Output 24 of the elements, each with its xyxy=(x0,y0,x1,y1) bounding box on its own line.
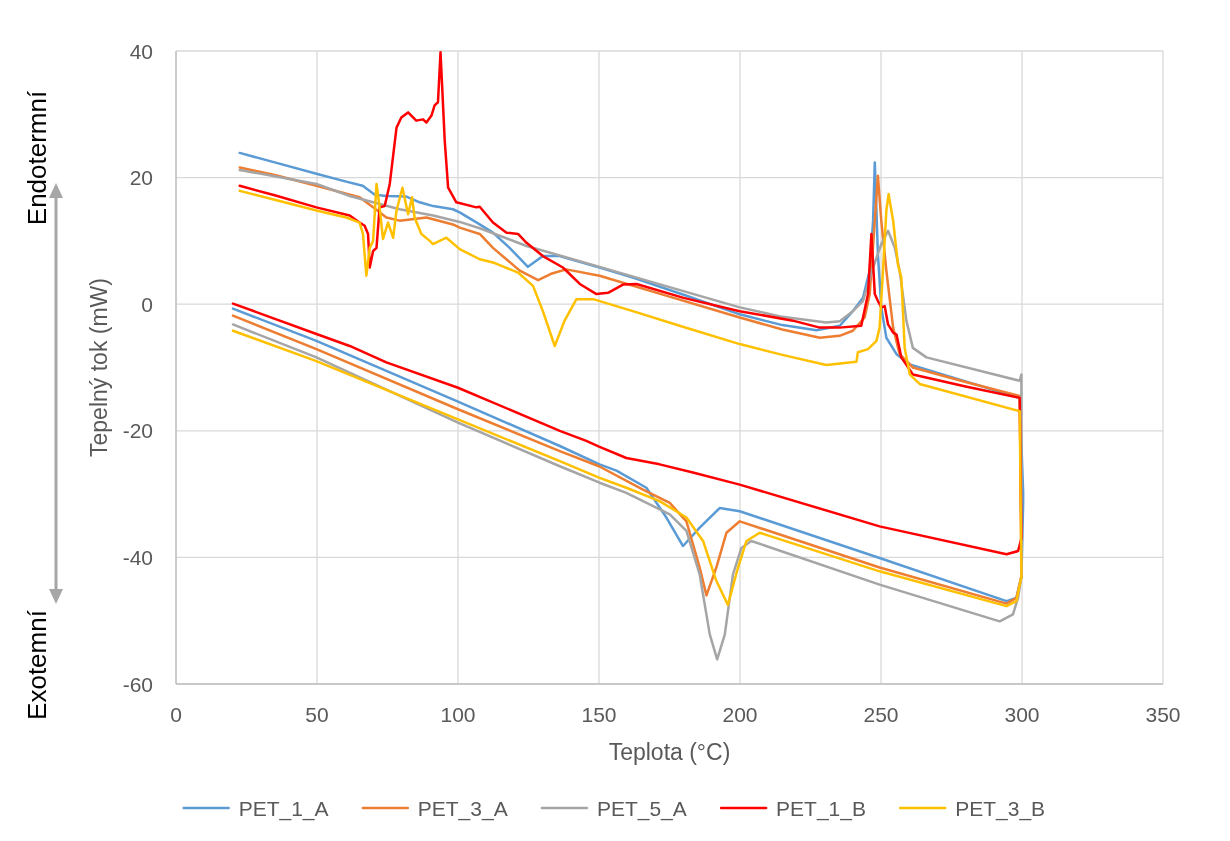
y-tick-label: -20 xyxy=(122,419,153,443)
x-tick-label: 300 xyxy=(1004,702,1040,726)
legend-label: PET_5_A xyxy=(596,796,687,821)
line-series xyxy=(231,51,1023,556)
legend-label: PET_3_A xyxy=(417,796,508,821)
y-tick-label: -40 xyxy=(122,545,153,569)
text: Exotemní xyxy=(22,609,52,720)
x-tick-label: 250 xyxy=(863,702,899,726)
x-tick-label: 200 xyxy=(722,702,758,726)
y-tick-label: 20 xyxy=(129,166,153,190)
x-tick-label: 0 xyxy=(170,702,182,726)
legend-label: PET_1_A xyxy=(238,796,329,821)
x-axis-title: Teplota (°C) xyxy=(608,739,731,765)
text: Endotermní xyxy=(22,90,52,226)
x-tick-label: 50 xyxy=(305,702,329,726)
x-tick-label: 100 xyxy=(440,702,476,726)
x-tick-label: 350 xyxy=(1145,702,1181,726)
y-tick-label: 0 xyxy=(141,292,153,316)
legend-label: PET_3_B xyxy=(955,796,1046,821)
y-tick-label: -60 xyxy=(122,672,153,696)
y-tick-label: 40 xyxy=(129,39,153,63)
x-tick-label: 150 xyxy=(581,702,617,726)
y-axis-title: Tepelný tok (mW) xyxy=(86,278,112,457)
legend-label: PET_1_B xyxy=(776,796,866,821)
